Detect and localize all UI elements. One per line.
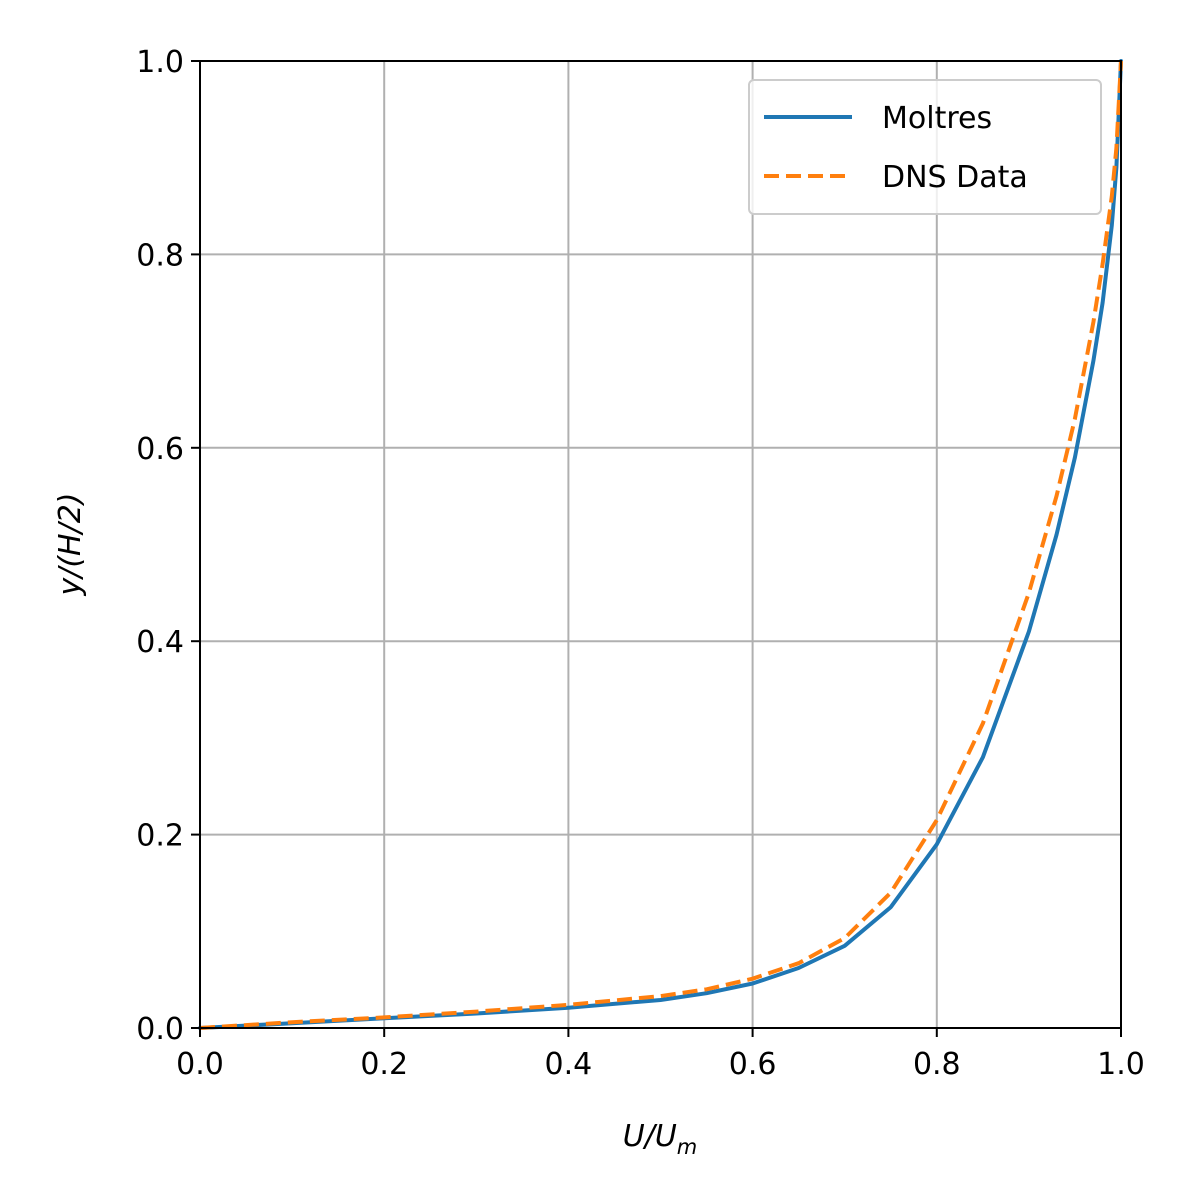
legend: Moltres DNS Data: [748, 79, 1102, 215]
series-lines: [198, 59, 1123, 1030]
x-tick-label: 0.0: [176, 1047, 224, 1082]
x-tick-label: 0.8: [913, 1047, 961, 1082]
x-tick-label: 1.0: [1097, 1047, 1145, 1082]
y-tick-label: 0.6: [136, 432, 184, 467]
x-tick-label: 0.2: [360, 1047, 408, 1082]
grid-lines: [199, 60, 1122, 1029]
series-line-moltres: [198, 59, 1123, 1030]
y-tick-label: 0.2: [136, 819, 184, 854]
y-tick-label: 0.8: [136, 238, 184, 273]
plot-frame: [199, 60, 1122, 1029]
series-line-dns-data: [199, 60, 1123, 1030]
x-tick-label: 0.6: [729, 1047, 777, 1082]
x-axis-label: U/Um: [623, 1119, 698, 1159]
x-tick-label: 0.4: [545, 1047, 593, 1082]
legend-label-dns-data: DNS Data: [882, 160, 1028, 195]
y-axis-label: y/(H/2): [53, 492, 88, 596]
legend-box: [748, 79, 1102, 215]
legend-label-moltres: Moltres: [882, 101, 992, 136]
y-tick-label: 0.0: [136, 1012, 184, 1047]
y-tick-label: 1.0: [136, 45, 184, 80]
axis-ticks: 0.0 0.2 0.4 0.6 0.8 1.0 0.0 0.2 0.4 0.6 0.8 1.0: [136, 45, 1145, 1082]
y-tick-label: 0.4: [136, 625, 184, 660]
